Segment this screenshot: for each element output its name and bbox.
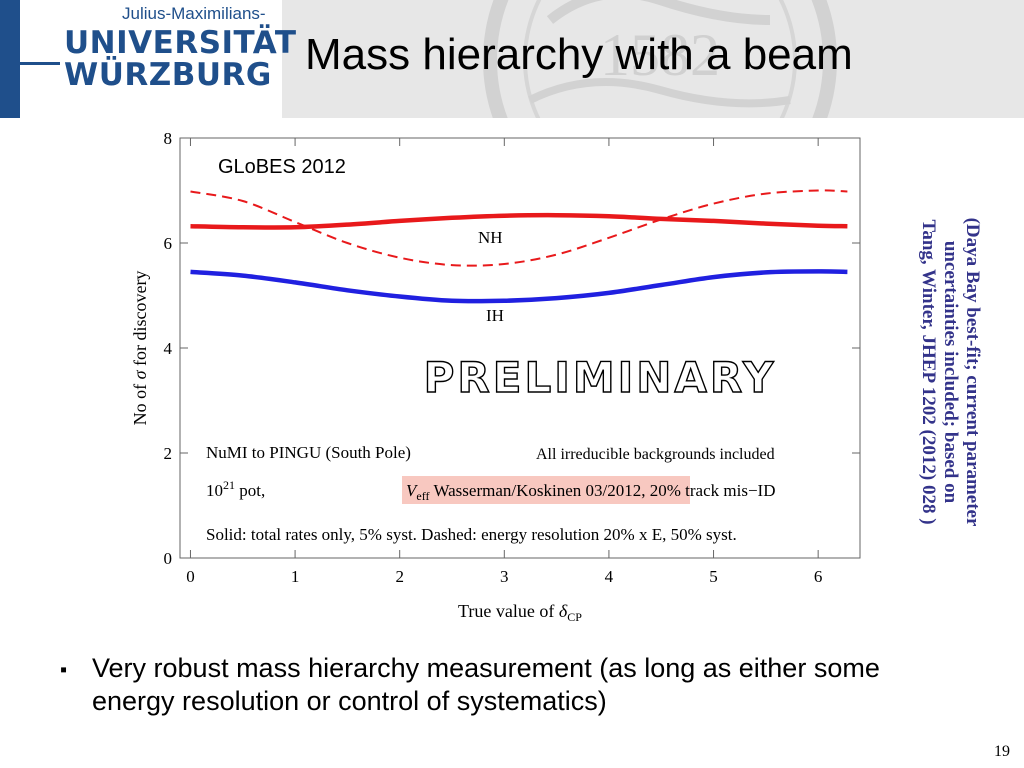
page-number: 19 bbox=[994, 743, 1010, 760]
y-tick-label: 0 bbox=[164, 549, 173, 568]
x-tick-label: 6 bbox=[814, 567, 823, 586]
bullet-marker: ▪ bbox=[60, 659, 68, 681]
x-tick-label: 3 bbox=[500, 567, 509, 586]
seal-year: 1582 bbox=[600, 22, 720, 88]
pot-prefix: 10 bbox=[206, 481, 223, 500]
side-note-line-3: Tang, Winter, JHEP 1202 (2012) 028 ) bbox=[918, 219, 939, 525]
side-note: (Daya Bay best-fit; current parameter un… bbox=[917, 172, 983, 572]
veff-subscript: eff bbox=[416, 489, 429, 503]
logo-rule bbox=[20, 62, 60, 65]
y-axis-label-symbol: σ bbox=[130, 369, 150, 379]
x-axis-label-prefix: True value of bbox=[458, 601, 559, 621]
pot-suffix: pot, bbox=[235, 481, 265, 500]
series-line-ih-solid bbox=[190, 269, 848, 304]
series-group bbox=[190, 189, 848, 304]
side-note-line-2: uncertainties included; based on bbox=[940, 240, 961, 504]
bullet-text: Very robust mass hierarchy measurement (… bbox=[92, 653, 880, 716]
y-tick-label: 2 bbox=[164, 444, 173, 463]
logo-line-2: WÜRZBURG bbox=[64, 57, 272, 93]
y-axis-label: No of σ for discovery bbox=[130, 271, 150, 426]
setup-label: NuMI to PINGU (South Pole) bbox=[206, 443, 411, 462]
pot-label: 1021 pot, bbox=[206, 478, 265, 500]
y-axis-label-prefix: No of bbox=[130, 379, 150, 425]
x-tick-label: 1 bbox=[291, 567, 300, 586]
pot-exponent: 21 bbox=[223, 478, 235, 492]
y-axis-label-suffix: for discovery bbox=[130, 271, 150, 371]
y-tick-label: 6 bbox=[164, 234, 173, 253]
x-axis-label-symbol: δ bbox=[559, 601, 568, 621]
logo-bar bbox=[0, 0, 20, 118]
x-tick-label: 4 bbox=[605, 567, 614, 586]
preliminary-stamp: PRELIMINARY bbox=[424, 353, 777, 402]
veff-label: Veff Wasserman/Koskinen 03/2012, 20% tra… bbox=[406, 481, 775, 503]
slide-title: Mass hierarchy with a beam bbox=[305, 30, 853, 79]
backgrounds-label: All irreducible backgrounds included bbox=[536, 446, 775, 463]
veff-text: Wasserman/Koskinen 03/2012, bbox=[430, 481, 646, 500]
y-tick-label: 8 bbox=[164, 129, 173, 148]
header: 1582 Julius-Maximilians- UNIVERSITÄT WÜR… bbox=[0, 0, 1024, 118]
university-logo[interactable]: Julius-Maximilians- UNIVERSITÄT WÜRZBURG bbox=[20, 0, 296, 118]
veff-symbol: V bbox=[406, 481, 419, 500]
chart: 0 1 2 3 4 5 6 0 2 4 6 8 GLoBES 2012 NH IH PRELIMINA… bbox=[130, 129, 861, 624]
nh-label: NH bbox=[478, 228, 503, 247]
logo-top-text: Julius-Maximilians- bbox=[122, 4, 266, 23]
series-line-nh-dashed bbox=[190, 189, 848, 267]
x-tick-label: 5 bbox=[709, 567, 718, 586]
veff-highlight bbox=[402, 476, 690, 504]
axis-ticks: 0 1 2 3 4 5 6 0 2 4 6 8 bbox=[164, 129, 860, 586]
globes-label: GLoBES 2012 bbox=[218, 156, 346, 178]
ih-label: IH bbox=[486, 306, 504, 325]
y-tick-label: 4 bbox=[164, 339, 173, 358]
systematics-label: Solid: total rates only, 5% syst. Dashed… bbox=[206, 525, 737, 544]
university-seal-watermark: 1582 bbox=[483, 0, 837, 118]
logo-line-1: UNIVERSITÄT bbox=[64, 25, 297, 61]
x-tick-label: 2 bbox=[395, 567, 404, 586]
series-line-nh-solid bbox=[190, 212, 848, 230]
x-axis-label-sub: CP bbox=[567, 610, 582, 624]
x-axis-label: True value of δCP bbox=[458, 601, 582, 624]
x-tick-label: 0 bbox=[186, 567, 195, 586]
side-note-line-1: (Daya Bay best-fit; current parameter bbox=[962, 217, 983, 527]
mis-id-text: 20% track mis−ID bbox=[646, 481, 776, 500]
